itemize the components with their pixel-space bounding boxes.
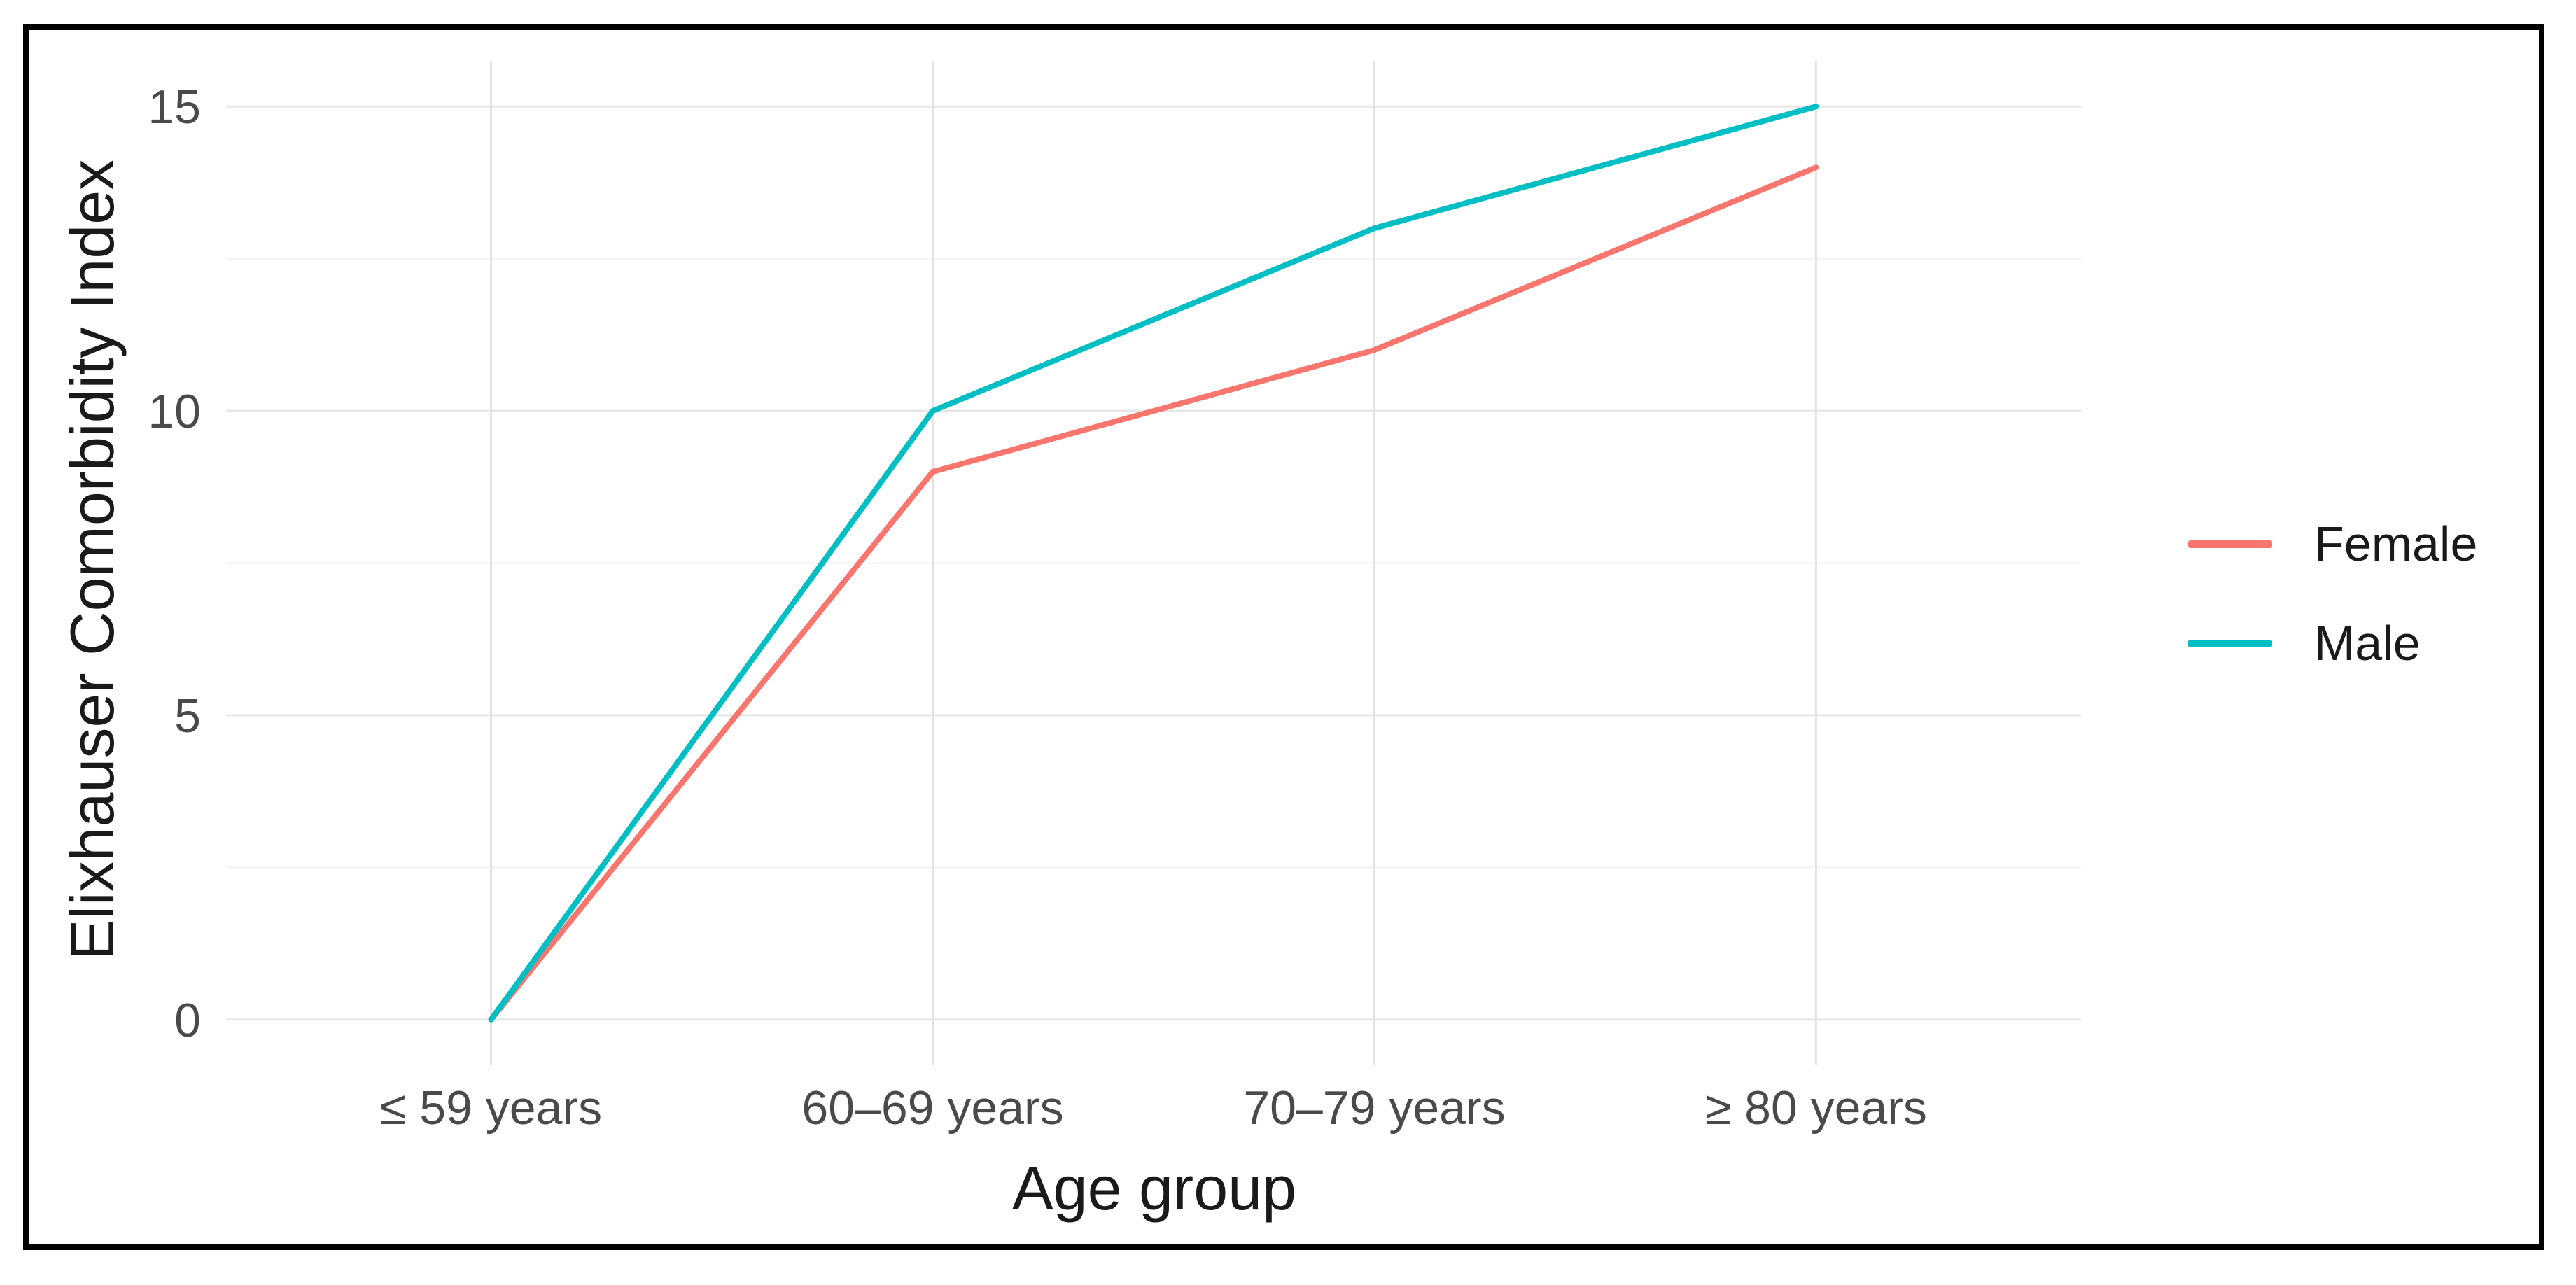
legend-label-female: Female (2314, 517, 2478, 571)
legend: Female Male (2188, 517, 2477, 715)
y-tick-label: 15 (148, 80, 201, 134)
y-tick-label: 10 (148, 385, 201, 438)
x-tick-label: ≥ 80 years (1705, 1081, 1927, 1135)
series-line-female (488, 164, 1819, 1023)
y-tick-label: 5 (174, 689, 201, 743)
x-tick-label: 70–79 years (1243, 1081, 1505, 1135)
male-line-swatch (2188, 639, 2272, 647)
legend-label-male: Male (2314, 616, 2421, 670)
y-axis-title: Elixhauser Comorbidity Index (57, 159, 127, 961)
legend-entry-male: Male (2188, 616, 2477, 670)
legend-entry-female: Female (2188, 517, 2477, 571)
x-axis-title: Age group (1011, 1153, 1297, 1223)
x-tick-label: 60–69 years (802, 1081, 1063, 1135)
series-line-male (488, 104, 1819, 1023)
x-tick-label: ≤ 59 years (380, 1081, 602, 1135)
figure-border (23, 24, 2544, 1250)
female-line-swatch (2188, 540, 2272, 548)
y-tick-label: 0 (174, 994, 201, 1047)
